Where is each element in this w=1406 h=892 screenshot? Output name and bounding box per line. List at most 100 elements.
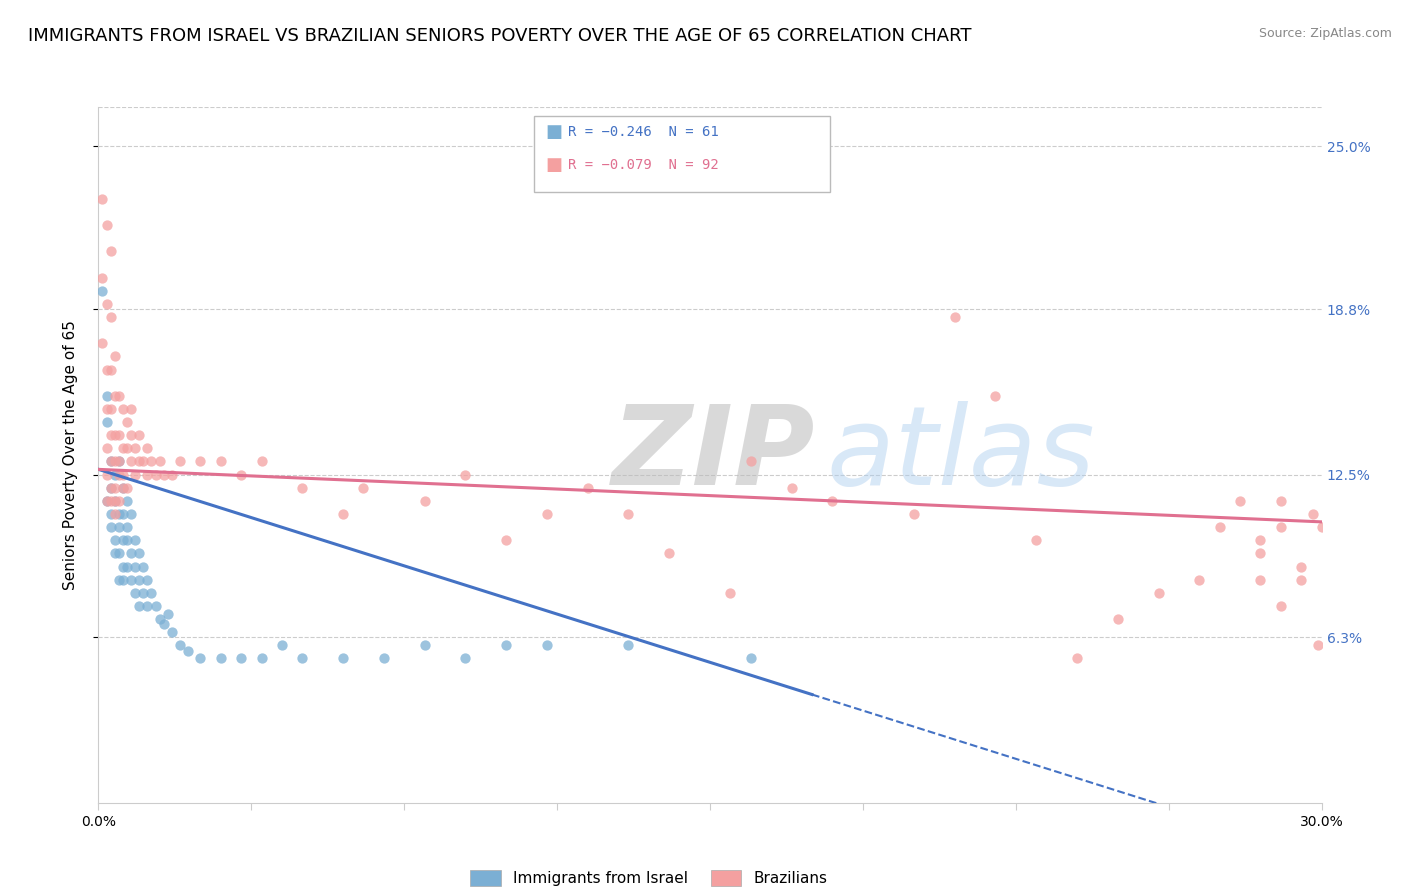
Point	[141, 586, 163, 600]
Point	[332, 651, 354, 665]
Point	[104, 507, 127, 521]
Point	[108, 494, 131, 508]
Point	[136, 467, 159, 482]
Point	[1066, 651, 1088, 665]
Point	[1025, 533, 1047, 548]
Point	[104, 546, 127, 560]
Point	[373, 651, 395, 665]
Point	[100, 310, 122, 324]
Point	[141, 454, 163, 468]
Point	[1270, 520, 1292, 534]
Point	[115, 494, 138, 508]
Point	[617, 638, 640, 652]
Point	[160, 467, 183, 482]
Text: R = −0.246  N = 61: R = −0.246 N = 61	[568, 125, 718, 139]
Point	[104, 428, 127, 442]
Point	[104, 454, 127, 468]
Point	[104, 389, 127, 403]
Point	[115, 442, 138, 456]
Point	[536, 507, 558, 521]
Point	[160, 625, 183, 640]
Point	[1107, 612, 1129, 626]
Point	[115, 415, 138, 429]
Point	[291, 651, 314, 665]
Point	[120, 546, 142, 560]
Point	[1302, 507, 1324, 521]
Point	[1291, 559, 1313, 574]
Point	[100, 454, 122, 468]
Point	[120, 507, 142, 521]
Point	[108, 573, 131, 587]
Legend: Immigrants from Israel, Brazilians: Immigrants from Israel, Brazilians	[464, 864, 834, 892]
Point	[413, 494, 436, 508]
Point	[536, 638, 558, 652]
Point	[100, 454, 122, 468]
Point	[96, 297, 118, 311]
Point	[100, 244, 122, 259]
Point	[132, 454, 155, 468]
Text: R = −0.079  N = 92: R = −0.079 N = 92	[568, 158, 718, 172]
Point	[115, 533, 138, 548]
Point	[111, 481, 134, 495]
Point	[124, 467, 146, 482]
Point	[115, 481, 138, 495]
Point	[108, 428, 131, 442]
Point	[128, 546, 150, 560]
Point	[108, 454, 131, 468]
Point	[115, 559, 138, 574]
Point	[903, 507, 925, 521]
Point	[108, 454, 131, 468]
Point	[149, 454, 172, 468]
Point	[120, 428, 142, 442]
Point	[111, 481, 134, 495]
Point	[128, 428, 150, 442]
Point	[454, 467, 477, 482]
Point	[352, 481, 374, 495]
Point	[169, 638, 191, 652]
Point	[1229, 494, 1251, 508]
Point	[91, 284, 114, 298]
Point	[108, 520, 131, 534]
Point	[132, 559, 155, 574]
Point	[136, 442, 159, 456]
Point	[96, 218, 118, 232]
Point	[100, 494, 122, 508]
Text: ZIP: ZIP	[612, 401, 815, 508]
Point	[1291, 573, 1313, 587]
Point	[104, 481, 127, 495]
Point	[177, 643, 200, 657]
Point	[209, 651, 232, 665]
Point	[100, 428, 122, 442]
Point	[1188, 573, 1211, 587]
Point	[169, 454, 191, 468]
Point	[115, 520, 138, 534]
Point	[111, 573, 134, 587]
Point	[96, 401, 118, 416]
Point	[984, 389, 1007, 403]
Y-axis label: Seniors Poverty Over the Age of 65: Seniors Poverty Over the Age of 65	[63, 320, 77, 590]
Point	[120, 401, 142, 416]
Point	[188, 651, 212, 665]
Point	[100, 481, 122, 495]
Point	[1270, 494, 1292, 508]
Point	[91, 270, 114, 285]
Point	[943, 310, 966, 324]
Point	[740, 651, 762, 665]
Point	[124, 559, 146, 574]
Point	[1270, 599, 1292, 613]
Point	[136, 599, 159, 613]
Point	[136, 573, 159, 587]
Point	[111, 507, 134, 521]
Point	[108, 546, 131, 560]
Point	[111, 467, 134, 482]
Point	[100, 481, 122, 495]
Point	[231, 651, 253, 665]
Point	[250, 651, 273, 665]
Point	[156, 607, 179, 621]
Point	[780, 481, 803, 495]
Point	[111, 401, 134, 416]
Point	[1209, 520, 1232, 534]
Point	[1310, 520, 1333, 534]
Point	[152, 467, 174, 482]
Point	[152, 617, 174, 632]
